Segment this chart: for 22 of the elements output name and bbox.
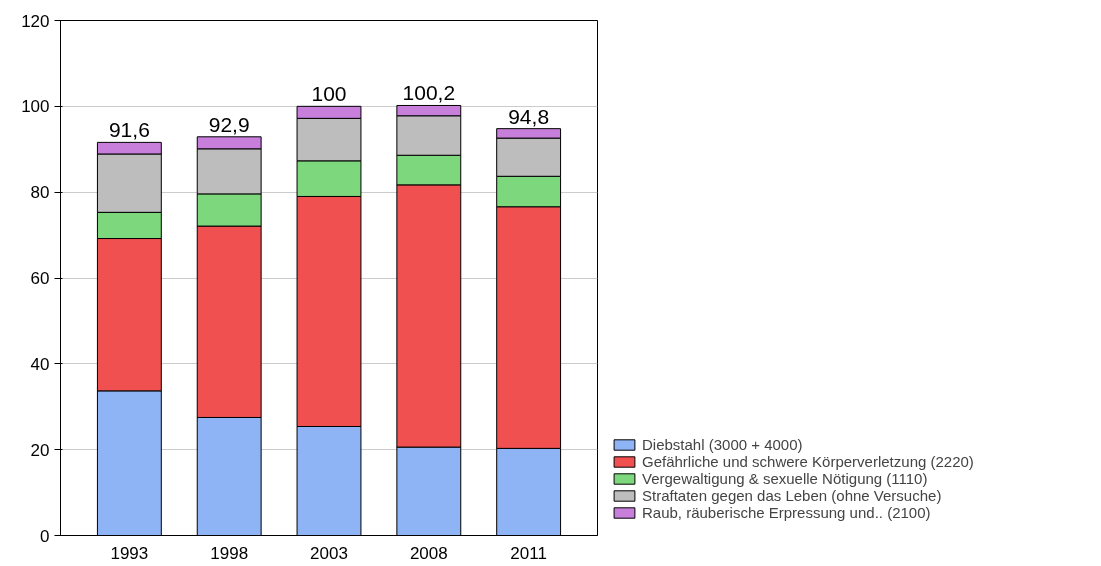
legend-label: Diebstahl (3000 + 4000) — [642, 436, 803, 453]
total-label: 100 — [311, 82, 347, 106]
x-tick-label: 1998 — [210, 543, 249, 563]
y-tick-label: 20 — [30, 440, 50, 460]
x-tick-label: 2008 — [409, 543, 448, 563]
total-label: 100,2 — [402, 81, 456, 105]
legend-label: Straftaten gegen das Leben (ohne Versuche) — [642, 487, 942, 504]
x-tick-label: 1993 — [110, 543, 149, 563]
y-tick-label: 100 — [21, 97, 50, 117]
legend-label: Vergewaltigung & sexuelle Nötigung (1110) — [642, 470, 928, 487]
y-tick-label: 60 — [30, 269, 50, 288]
total-label: 94,8 — [508, 104, 550, 128]
legend-label: Raub, räuberische Erpressung und.. (2100) — [642, 504, 931, 521]
y-tick-label: 120 — [21, 11, 50, 31]
y-tick-label: 80 — [30, 183, 50, 203]
x-tick-label: 2003 — [310, 543, 348, 563]
total-label: 92,9 — [208, 112, 250, 136]
y-tick-label: 40 — [30, 354, 50, 374]
total-label: 91,6 — [108, 118, 150, 142]
legend-label: Gefährliche und schwere Körperverletzung (2220) — [642, 453, 974, 470]
x-tick-label: 2011 — [510, 543, 547, 563]
y-tick-label: 0 — [40, 526, 50, 546]
